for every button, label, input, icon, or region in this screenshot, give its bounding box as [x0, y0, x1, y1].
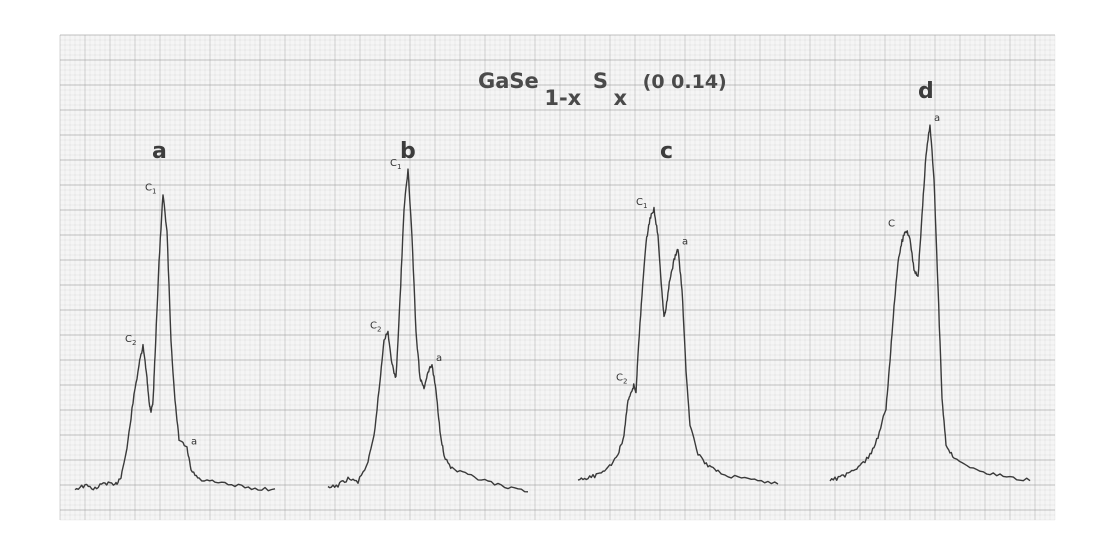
panel-label-d: d [918, 79, 934, 104]
peak-label-c-c1: C1 [636, 197, 647, 210]
title-part-2: 1-x [544, 86, 581, 110]
chart-paper [60, 35, 1055, 520]
spectrum-trace-c [577, 206, 779, 485]
peak-label-c-c2: C2 [616, 372, 627, 385]
title-part-3: S [593, 69, 608, 93]
panel-label-a: a [152, 139, 167, 164]
peak-label-b-a: a [436, 353, 442, 364]
panel-label-c: c [660, 139, 673, 164]
spectrum-trace-d [829, 124, 1031, 482]
title-part-4: x [614, 86, 628, 110]
peak-label-a-a: a [191, 437, 197, 448]
peak-label-d-c: C [888, 218, 895, 229]
peak-label-a-c1: C1 [145, 182, 156, 195]
spectrum-trace-a [74, 194, 276, 492]
chart-title: GaSe 1-x S x (0 0.14) [478, 69, 727, 110]
peak-label-b-c2: C2 [370, 321, 381, 334]
spectrum-trace-b [327, 168, 529, 493]
title-part-5: (0 0.14) [643, 71, 727, 93]
peak-label-d-a: a [934, 113, 940, 124]
peak-label-b-c1: C1 [390, 158, 401, 171]
grid-layer [59, 34, 1056, 521]
peak-label-c-a: a [682, 236, 688, 247]
panel-label-b: b [400, 139, 416, 164]
title-part-1: GaSe [478, 69, 539, 93]
peak-label-a-c2: C2 [125, 334, 136, 347]
